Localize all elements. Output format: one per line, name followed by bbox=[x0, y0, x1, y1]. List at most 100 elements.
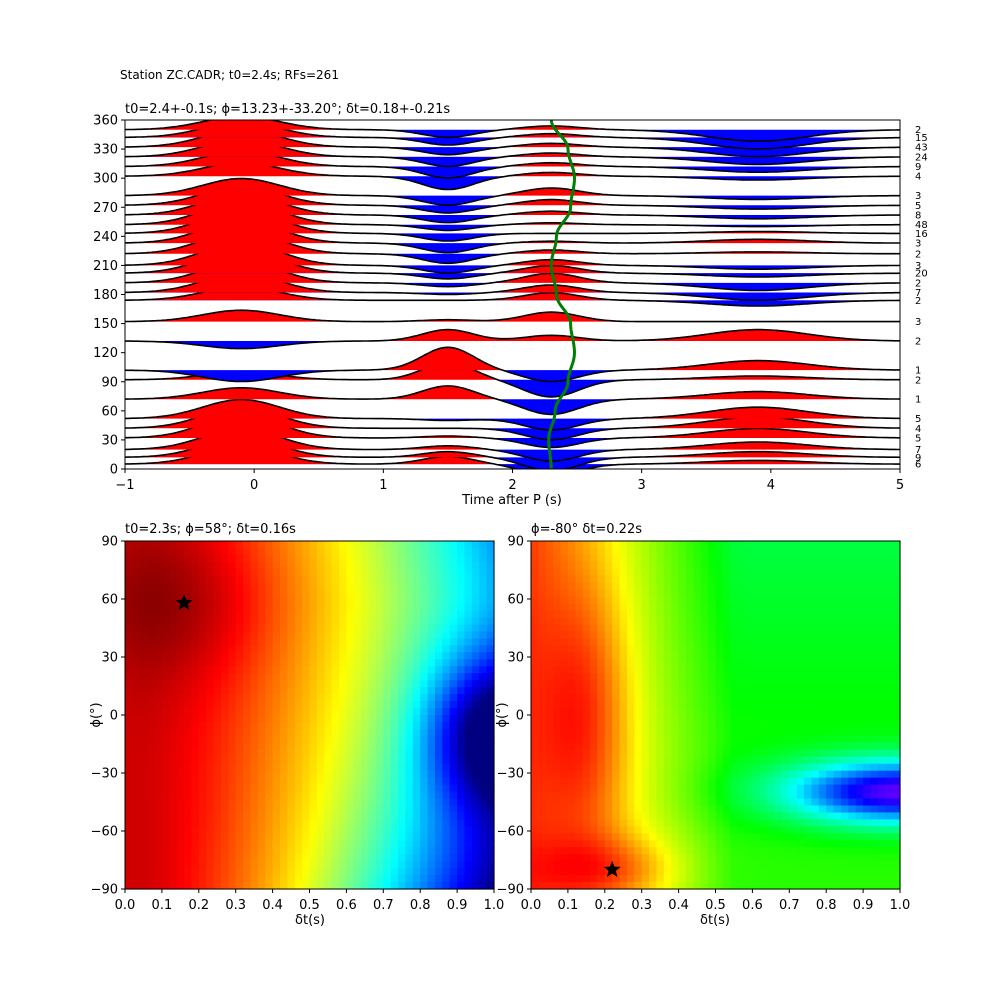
heatmap-cell bbox=[663, 631, 672, 640]
heatmap-cell bbox=[486, 826, 495, 834]
heatmap-cell bbox=[265, 861, 274, 869]
heatmap-cell bbox=[804, 645, 813, 653]
heatmap-cell bbox=[316, 568, 325, 577]
heatmap-cell bbox=[213, 833, 222, 841]
heatmap-cell bbox=[538, 568, 547, 577]
heatmap-cell bbox=[449, 812, 458, 820]
heatmap-cell bbox=[575, 575, 584, 584]
heatmap-cell bbox=[176, 666, 185, 674]
heatmap-cell bbox=[184, 833, 193, 841]
heatmap-cell bbox=[641, 868, 650, 876]
heatmap-cell bbox=[582, 547, 591, 556]
heatmap-cell bbox=[486, 805, 495, 814]
heatmap-cell bbox=[184, 784, 193, 793]
heatmap-cell bbox=[265, 708, 274, 716]
heatmap-cell bbox=[184, 680, 193, 688]
heatmap-cell bbox=[339, 561, 347, 570]
heatmap-cell bbox=[213, 715, 222, 723]
heatmap-cell bbox=[272, 791, 281, 800]
heatmap-cell bbox=[612, 770, 621, 779]
heatmap-cell bbox=[804, 638, 813, 646]
heatmap-cell bbox=[619, 659, 628, 667]
heatmap-cell bbox=[560, 770, 569, 779]
heatmap-cell bbox=[471, 575, 480, 584]
heatmap-cell bbox=[767, 742, 776, 751]
heatmap-cell bbox=[560, 561, 569, 570]
heatmap-cell bbox=[161, 568, 170, 577]
heatmap-cell bbox=[346, 631, 355, 640]
heatmap-cell bbox=[405, 596, 414, 605]
heatmap-cell bbox=[553, 798, 562, 807]
heatmap-cell bbox=[464, 721, 473, 730]
heatmap-cell bbox=[575, 554, 584, 563]
heatmap-cell bbox=[575, 582, 584, 591]
heatmap-cell bbox=[464, 652, 473, 660]
heatmap-cell bbox=[479, 805, 488, 814]
heatmap-cell bbox=[634, 638, 643, 646]
heatmap-cell bbox=[206, 589, 215, 598]
heatmap-cell bbox=[176, 833, 185, 841]
heatmap-cell bbox=[700, 777, 709, 786]
heatmap-cell bbox=[316, 826, 325, 834]
heatmap-cell bbox=[198, 638, 207, 646]
heatmap-cell bbox=[796, 708, 805, 716]
heatmap-cell bbox=[767, 875, 776, 883]
heatmap-cell bbox=[730, 638, 739, 646]
heatmap-cell bbox=[626, 589, 635, 598]
heatmap-cell bbox=[826, 854, 835, 862]
heatmap-cell bbox=[848, 541, 857, 549]
heatmap-cell bbox=[840, 854, 849, 862]
heatmap-cell bbox=[383, 812, 392, 820]
heatmap-cell bbox=[789, 763, 798, 772]
heatmap-cell bbox=[567, 854, 576, 862]
heatmap-cell bbox=[132, 770, 141, 779]
heatmap-cell bbox=[575, 847, 584, 855]
heatmap-cell bbox=[671, 617, 680, 626]
heatmap-cell bbox=[737, 777, 746, 786]
heatmap-cell bbox=[154, 589, 163, 598]
heatmap-cell bbox=[353, 826, 362, 834]
heatmap-cell bbox=[228, 554, 237, 563]
heatmap-cell bbox=[759, 728, 768, 737]
heatmap-cell bbox=[612, 756, 621, 765]
heatmap-cell bbox=[634, 756, 643, 765]
heatmap-cell bbox=[287, 631, 296, 640]
heatmap-cell bbox=[612, 680, 621, 688]
heatmap-cell bbox=[693, 708, 702, 716]
heatmap-cell bbox=[316, 882, 325, 890]
heatmap-cell bbox=[169, 701, 178, 709]
heatmap-cell bbox=[420, 875, 429, 883]
heatmap-cell bbox=[626, 568, 635, 577]
heatmap-cell bbox=[774, 673, 783, 681]
heatmap-cell bbox=[442, 840, 451, 848]
heatmap-cell bbox=[656, 875, 665, 883]
heatmap-cell bbox=[316, 798, 325, 807]
heatmap-cell bbox=[700, 638, 709, 646]
heatmap-cell bbox=[279, 826, 288, 834]
heatmap-cell bbox=[147, 826, 156, 834]
heatmap-cell bbox=[125, 687, 133, 695]
heatmap-cell bbox=[804, 701, 813, 709]
heatmap-cell bbox=[257, 701, 266, 709]
y-tick-label: 0 bbox=[110, 463, 118, 478]
heatmap-cell bbox=[840, 715, 849, 723]
heatmap-cell bbox=[147, 645, 156, 653]
heatmap-cell bbox=[154, 735, 163, 744]
heatmap-cell bbox=[191, 666, 200, 674]
heatmap-cell bbox=[715, 875, 724, 883]
heatmap-cell bbox=[781, 868, 790, 876]
heatmap-cell bbox=[398, 798, 407, 807]
heatmap-cell bbox=[390, 854, 399, 862]
heatmap-cell bbox=[693, 638, 702, 646]
heatmap-cell bbox=[235, 735, 244, 744]
heatmap-cell bbox=[368, 596, 377, 605]
heatmap-cell bbox=[383, 708, 392, 716]
heatmap-cell bbox=[531, 749, 539, 758]
heatmap-cell bbox=[708, 812, 717, 820]
heatmap-cell bbox=[154, 687, 163, 695]
heatmap-cell bbox=[818, 861, 827, 869]
heatmap-cell bbox=[567, 659, 576, 667]
heatmap-cell bbox=[420, 694, 429, 702]
heatmap-cell bbox=[353, 833, 362, 841]
heatmap-cell bbox=[855, 721, 864, 730]
